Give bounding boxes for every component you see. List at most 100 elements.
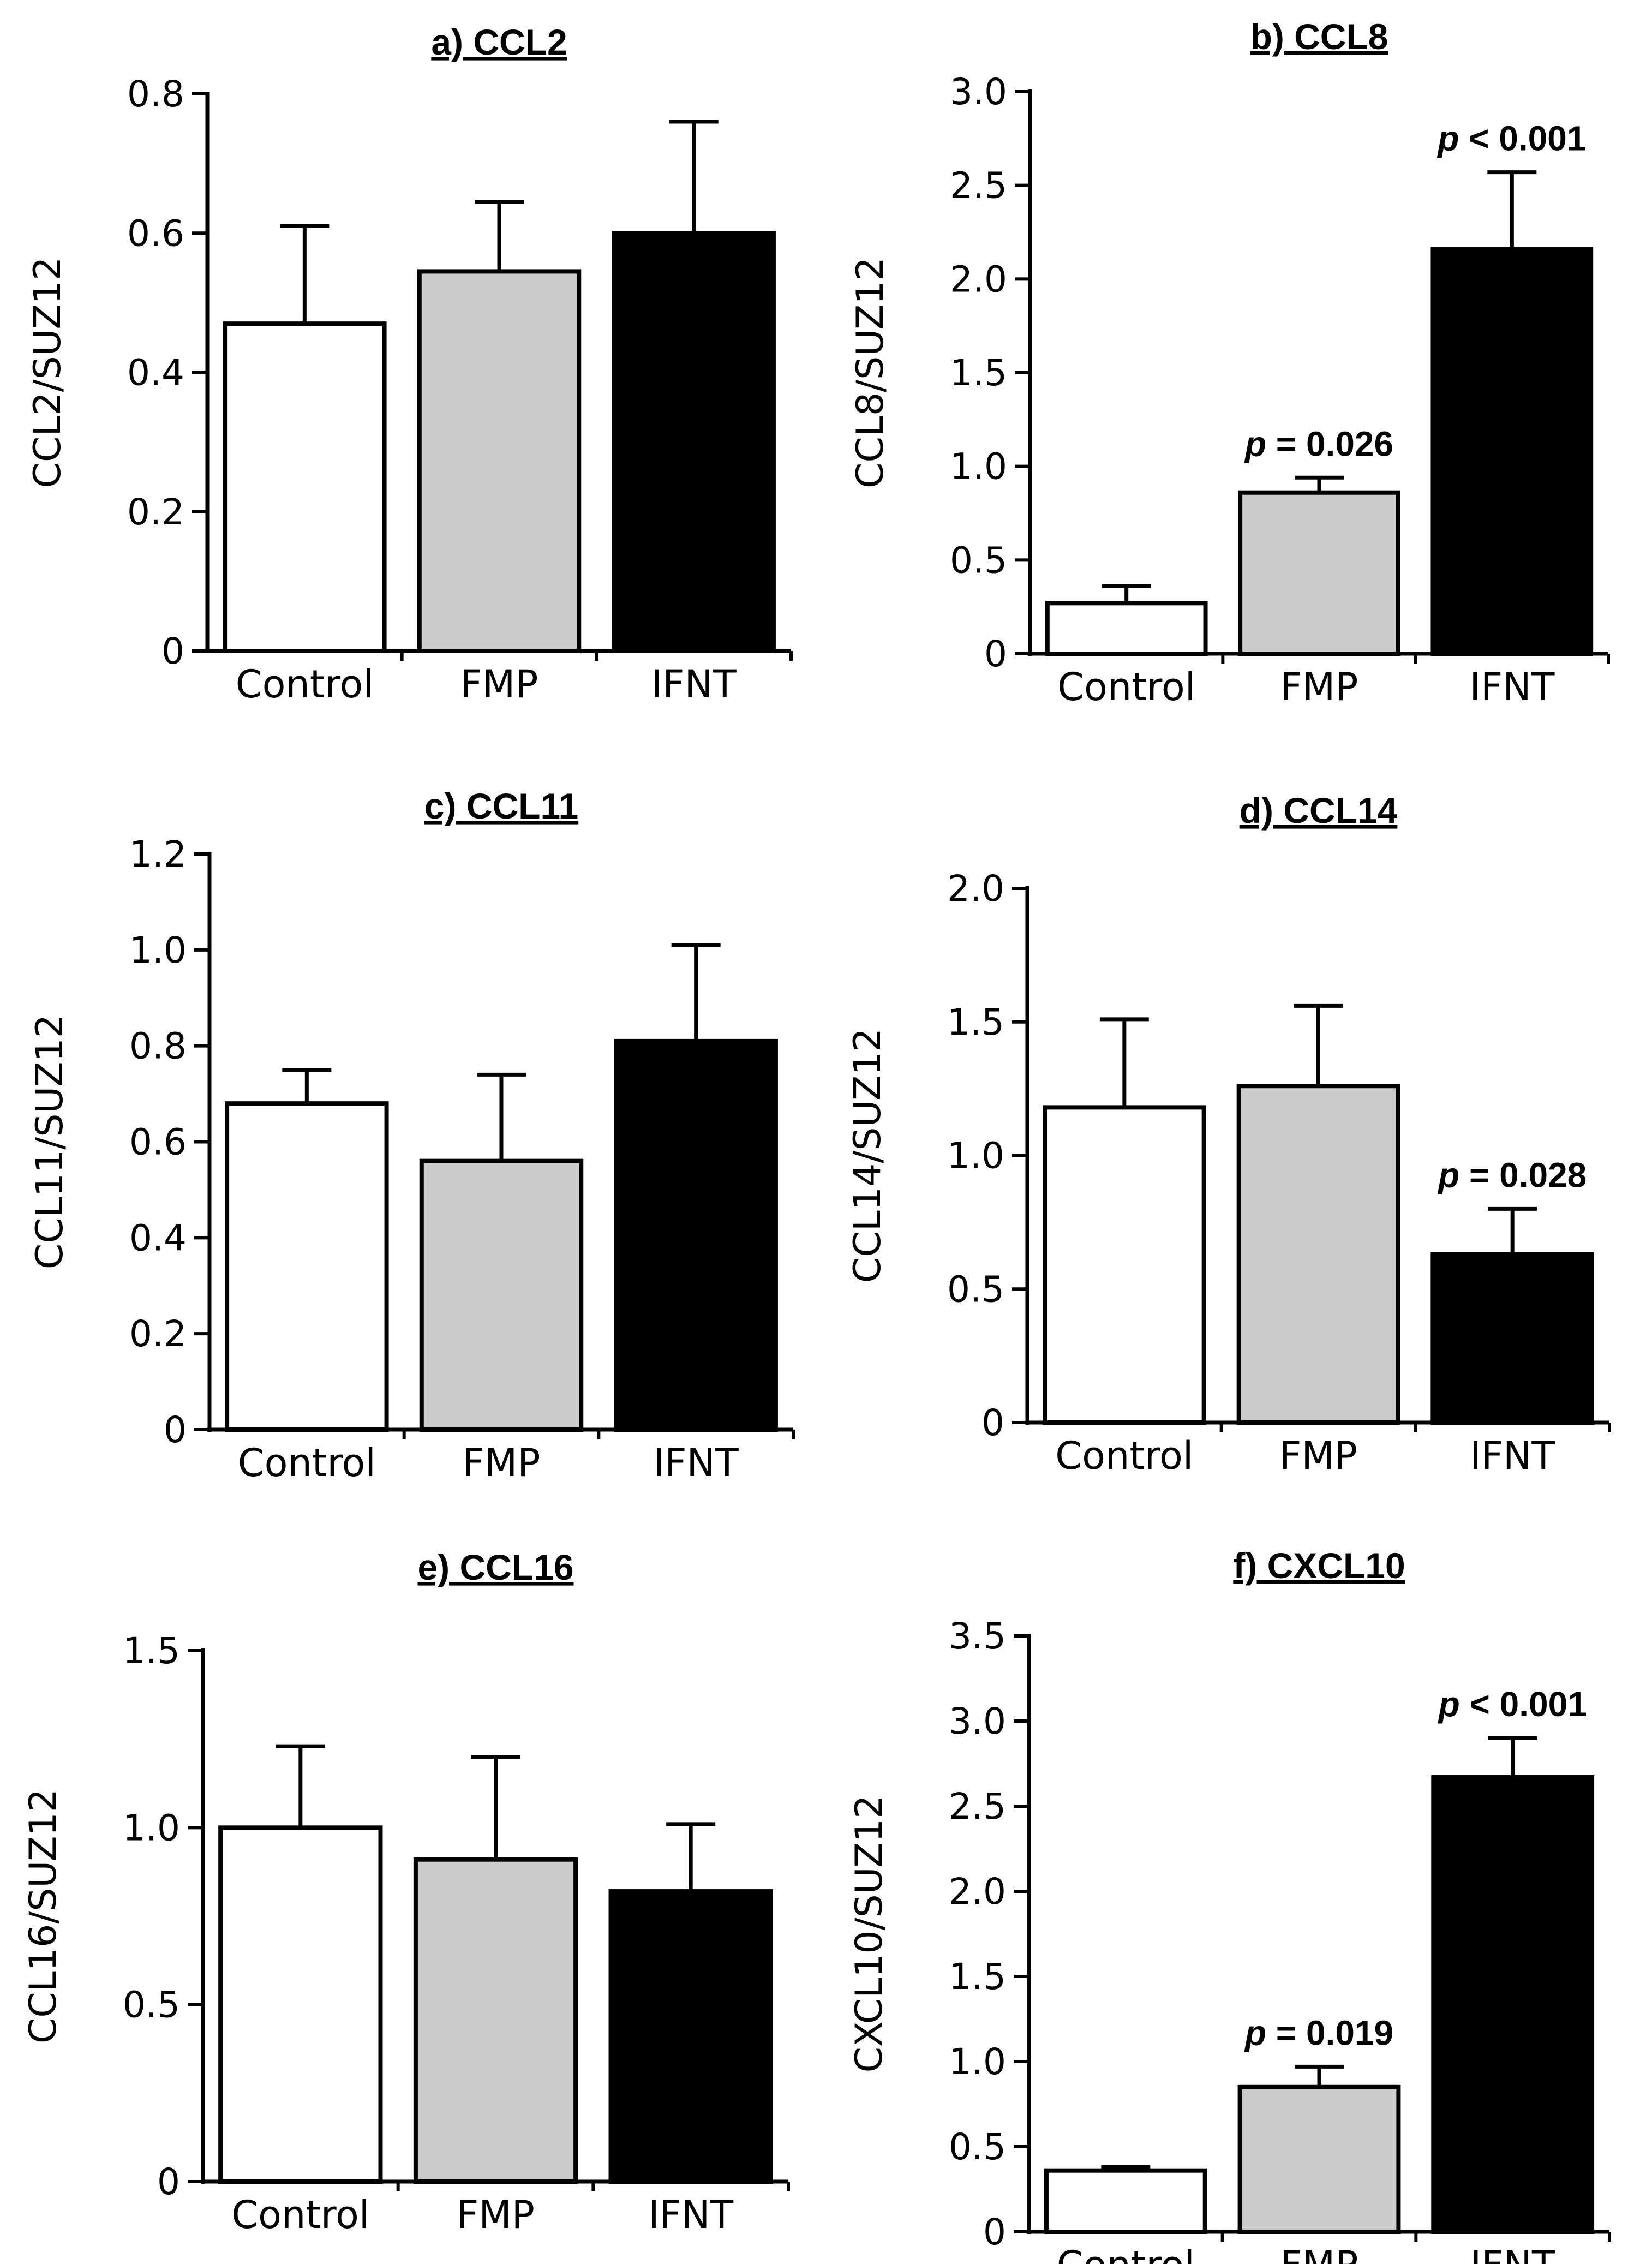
y-tick-label: 2.5 bbox=[950, 165, 1007, 207]
y-tick-label: 0.4 bbox=[129, 1217, 187, 1259]
p-value-annotation: p = 0.019 bbox=[1244, 2013, 1393, 2052]
bar-fmp bbox=[1238, 490, 1400, 656]
y-tick-label: 3.5 bbox=[949, 1615, 1006, 1657]
bar-ifnt bbox=[614, 1038, 778, 1432]
y-axis-label: CCL16/SUZ12 bbox=[22, 1789, 65, 2044]
y-axis-label: CCL14/SUZ12 bbox=[846, 1028, 889, 1283]
y-tick-label: 0 bbox=[157, 2161, 180, 2203]
x-tick-label: FMP bbox=[1279, 1433, 1357, 1478]
x-tick-label: Control bbox=[236, 662, 374, 707]
y-tick-label: 0.4 bbox=[127, 352, 184, 394]
y-axis-label: CCL11/SUZ12 bbox=[28, 1014, 71, 1269]
chart-panel-b: b) CCL8 CCL8/SUZ12 Control FMP p = 0.026 IFNT… bbox=[849, 16, 1610, 709]
y-tick-label: 2.5 bbox=[949, 1785, 1006, 1827]
y-tick-label: 3.0 bbox=[950, 71, 1007, 113]
x-tick-label: IFNT bbox=[648, 2193, 733, 2237]
bar-control bbox=[223, 321, 387, 653]
chart-panel-a: a) CCL2 CCL2/SUZ12 Control FMP IFNT 0 0.2 0.4 0.… bbox=[26, 22, 793, 707]
x-tick-label: Control bbox=[1057, 665, 1195, 709]
y-axis-label: CCL8/SUZ12 bbox=[849, 257, 892, 488]
chart-title: a) CCL2 bbox=[431, 22, 567, 62]
chart-title: f) CXCL10 bbox=[1233, 1545, 1405, 1586]
x-tick-label: FMP bbox=[1280, 2243, 1358, 2264]
chart-panel-c: c) CCL11 CCL11/SUZ12 Control FMP IFNT 0 0.2 0.4… bbox=[28, 786, 795, 1485]
y-axis-label: CXCL10/SUZ12 bbox=[848, 1795, 891, 2073]
bar-control bbox=[1044, 2168, 1207, 2234]
y-tick-label: 0 bbox=[983, 2211, 1006, 2253]
x-tick-label: Control bbox=[238, 1441, 376, 1485]
y-tick-label: 0.6 bbox=[127, 212, 184, 254]
bar-control bbox=[1043, 1105, 1206, 1425]
y-tick-label: 0.2 bbox=[127, 491, 184, 533]
chart-title: c) CCL11 bbox=[424, 786, 578, 826]
y-tick-label: 0.8 bbox=[127, 73, 184, 115]
y-tick-label: 2.0 bbox=[947, 868, 1004, 910]
p-value-text: < 0.001 bbox=[1459, 119, 1586, 158]
x-tick-label: Control bbox=[1057, 2243, 1195, 2264]
bar-fmp bbox=[419, 1158, 584, 1432]
chart-panel-e: e) CCL16 CCL16/SUZ12 Control FMP IFNT 0 0.5 1.0… bbox=[22, 1547, 790, 2237]
bar-fmp bbox=[1236, 1084, 1400, 1425]
p-value-text: = 0.019 bbox=[1266, 2013, 1393, 2052]
p-value-text: = 0.026 bbox=[1266, 424, 1393, 463]
bar-fmp bbox=[1237, 2084, 1401, 2235]
p-symbol: p bbox=[1244, 2013, 1266, 2052]
y-tick-label: 1.0 bbox=[949, 2041, 1006, 2083]
x-tick-label: IFNT bbox=[1469, 665, 1554, 709]
y-tick-label: 2.0 bbox=[950, 258, 1007, 300]
chart-title: e) CCL16 bbox=[417, 1547, 573, 1587]
p-symbol: p bbox=[1244, 424, 1266, 463]
y-tick-label: 1.0 bbox=[947, 1135, 1004, 1177]
bar-control bbox=[1045, 601, 1208, 656]
y-tick-label: 1.5 bbox=[949, 1956, 1006, 1998]
y-tick-label: 1.5 bbox=[123, 1630, 180, 1672]
y-tick-label: 2.0 bbox=[949, 1871, 1006, 1913]
x-tick-label: FMP bbox=[1280, 665, 1358, 709]
p-symbol: p bbox=[1437, 1155, 1459, 1194]
y-tick-label: 0.5 bbox=[123, 1984, 180, 2026]
y-tick-label: 1.0 bbox=[123, 1807, 180, 1849]
y-axis-label: CCL2/SUZ12 bbox=[26, 257, 69, 488]
y-tick-label: 3.0 bbox=[949, 1700, 1006, 1742]
y-tick-label: 0.5 bbox=[947, 1268, 1004, 1310]
chart-title: b) CCL8 bbox=[1250, 16, 1388, 57]
y-tick-label: 1.5 bbox=[947, 1001, 1004, 1043]
y-tick-label: 0.5 bbox=[950, 539, 1007, 581]
bar-fmp bbox=[413, 1857, 578, 2184]
y-tick-label: 1.5 bbox=[950, 352, 1007, 394]
chart-title: d) CCL14 bbox=[1240, 790, 1398, 831]
x-tick-label: Control bbox=[231, 2193, 369, 2237]
bar-ifnt bbox=[612, 231, 776, 653]
y-tick-label: 1.0 bbox=[950, 446, 1007, 488]
x-tick-label: Control bbox=[1055, 1433, 1193, 1478]
p-symbol: p bbox=[1438, 1684, 1460, 1724]
y-tick-label: 0 bbox=[164, 1409, 187, 1451]
bar-ifnt bbox=[1430, 1252, 1594, 1425]
p-symbol: p bbox=[1436, 119, 1459, 158]
bar-ifnt bbox=[1431, 1775, 1595, 2234]
x-tick-label: IFNT bbox=[1470, 2243, 1555, 2264]
y-tick-label: 0 bbox=[981, 1402, 1004, 1444]
x-tick-label: FMP bbox=[463, 1441, 541, 1485]
y-tick-label: 0.8 bbox=[129, 1025, 187, 1067]
p-value-annotation: p < 0.001 bbox=[1438, 1684, 1587, 1724]
bar-ifnt bbox=[608, 1889, 773, 2184]
bar-control bbox=[218, 1825, 383, 2184]
p-value-annotation: p = 0.026 bbox=[1244, 424, 1393, 463]
x-tick-label: IFNT bbox=[651, 662, 737, 707]
y-tick-label: 0.6 bbox=[129, 1121, 187, 1163]
p-value-text: = 0.028 bbox=[1459, 1155, 1587, 1194]
y-tick-label: 1.2 bbox=[129, 833, 187, 875]
chart-panel-d: d) CCL14 CCL14/SUZ12 Control FMP IFNT p = 0.0… bbox=[846, 790, 1611, 1478]
x-tick-label: FMP bbox=[457, 2193, 535, 2237]
x-tick-label: IFNT bbox=[1470, 1433, 1555, 1478]
y-tick-label: 0 bbox=[161, 630, 184, 672]
p-value-text: < 0.001 bbox=[1460, 1684, 1587, 1724]
y-tick-label: 0.2 bbox=[129, 1313, 187, 1355]
y-tick-label: 0.5 bbox=[949, 2126, 1006, 2168]
p-value-annotation: p = 0.028 bbox=[1437, 1155, 1587, 1194]
x-tick-label: FMP bbox=[460, 662, 538, 707]
y-tick-label: 1.0 bbox=[129, 929, 187, 971]
bar-fmp bbox=[417, 269, 582, 654]
